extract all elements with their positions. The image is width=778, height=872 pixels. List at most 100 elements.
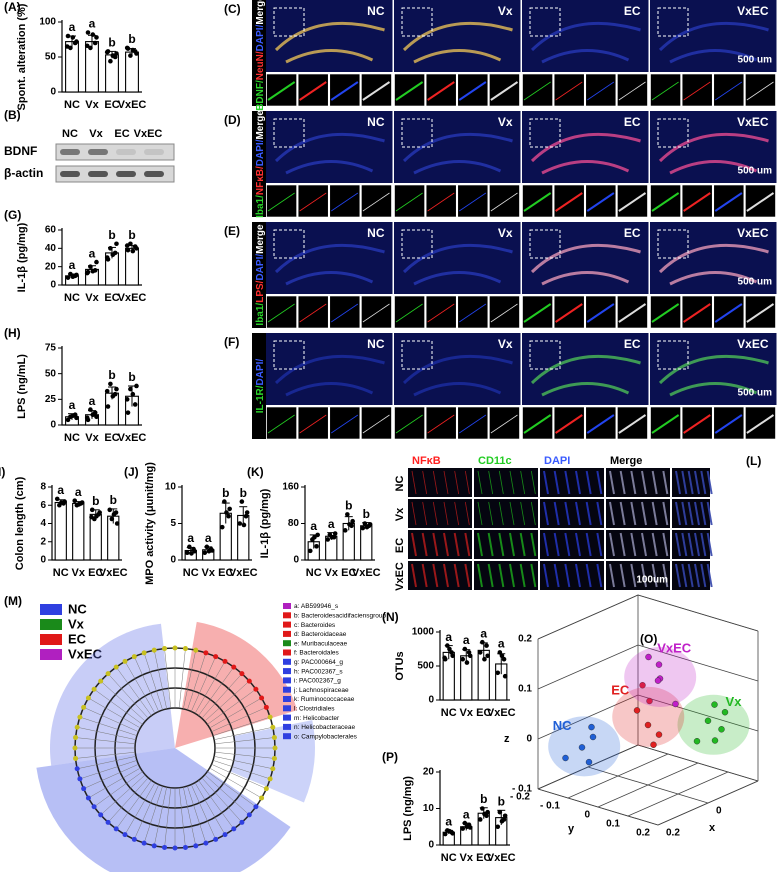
data-point: [76, 502, 82, 507]
significance-letter: a: [463, 633, 470, 647]
data-point: [125, 410, 131, 415]
inset-signal: [331, 303, 359, 323]
node: [271, 735, 277, 741]
inset-signal: [683, 303, 711, 323]
crypt: [681, 532, 688, 557]
crypt: [432, 470, 438, 495]
micrograph: [606, 499, 670, 528]
inset: [745, 73, 776, 107]
grid-line: [637, 644, 759, 682]
inset-signal: [746, 81, 774, 101]
branch: [77, 756, 136, 770]
node: [98, 678, 104, 684]
blot-band: [144, 171, 164, 177]
stain-name: Iba1/: [255, 303, 266, 326]
crypt: [543, 532, 549, 557]
crypt: [662, 470, 669, 495]
micrograph: [474, 499, 538, 528]
y-tick-label: - 0.2: [510, 792, 530, 803]
node: [81, 786, 87, 792]
lane-label: EC: [114, 128, 129, 140]
taxon-swatch: [283, 612, 291, 619]
significance-letter: a: [89, 246, 96, 260]
branch: [100, 774, 146, 816]
data-point: [192, 548, 197, 554]
data-point: [485, 653, 490, 659]
bar: [125, 51, 139, 93]
y-tick-label: 0.1: [606, 819, 620, 830]
inset: [489, 295, 520, 329]
inset-signal: [267, 303, 295, 323]
y-axis-label: IL-1β (pg/mg): [259, 488, 271, 558]
y-tick-label: 0: [584, 810, 590, 821]
node: [113, 664, 119, 670]
crypt: [585, 532, 592, 557]
inset: [681, 73, 713, 107]
data-point: [114, 386, 119, 392]
data-point: [655, 661, 663, 668]
inset: [585, 73, 617, 107]
micrograph: [408, 499, 472, 528]
node: [72, 745, 78, 751]
roi-box: [657, 118, 689, 148]
taxon-swatch: [283, 705, 291, 712]
inset: [713, 73, 745, 107]
crypt: [543, 563, 549, 588]
legend-swatch: [40, 649, 62, 660]
legend-swatch: [40, 604, 62, 615]
data-point: [108, 246, 113, 251]
data-point: [219, 524, 225, 530]
micrograph: [540, 468, 604, 497]
significance-letter: a: [498, 637, 505, 651]
x-tick-label: EC: [104, 292, 119, 304]
node: [91, 804, 97, 810]
x-tick-label: VxEC: [229, 567, 258, 579]
legend-label: Vx: [68, 616, 85, 631]
significance-letter: a: [463, 807, 470, 821]
crypt: [641, 501, 647, 526]
y-tick-label: 20: [45, 261, 57, 272]
crypt: [509, 532, 515, 557]
crypt: [694, 470, 700, 495]
significance-letter: a: [480, 626, 487, 640]
crypt: [681, 470, 688, 495]
data-point: [447, 828, 452, 834]
inset: [266, 184, 297, 218]
inset-signal: [490, 81, 519, 101]
roi-box: [273, 229, 305, 259]
stain-strip: [252, 0, 266, 106]
inset-signal: [427, 192, 455, 212]
branch: [153, 650, 167, 709]
data-point: [89, 507, 95, 513]
crypt: [543, 501, 549, 526]
node: [73, 735, 79, 741]
branch: [88, 767, 141, 799]
data-point: [111, 512, 117, 517]
branch: [191, 784, 216, 840]
data-point: [184, 550, 190, 555]
data-point: [450, 653, 455, 659]
y-tick-label: 4: [40, 518, 46, 529]
crypt: [575, 563, 581, 588]
panel-label: (I): [0, 465, 5, 479]
micrograph: [408, 468, 472, 497]
data-point: [693, 738, 701, 745]
roi-box: [401, 118, 433, 148]
data-point: [110, 53, 116, 58]
roi-box: [273, 340, 305, 370]
data-point: [90, 268, 96, 274]
crypt: [477, 532, 483, 557]
crypt: [619, 470, 626, 495]
roi-box: [529, 118, 561, 148]
crypt: [443, 532, 449, 557]
data-point: [445, 643, 450, 648]
y-tick-label: 20: [423, 767, 435, 778]
data-point: [239, 499, 245, 504]
y-tick-label: 80: [288, 518, 300, 529]
node: [271, 755, 277, 761]
inset-signal: [459, 192, 487, 212]
data-point: [110, 393, 116, 399]
inset-signal: [362, 303, 390, 323]
row-label: NC: [394, 476, 406, 492]
data-point: [462, 646, 468, 652]
